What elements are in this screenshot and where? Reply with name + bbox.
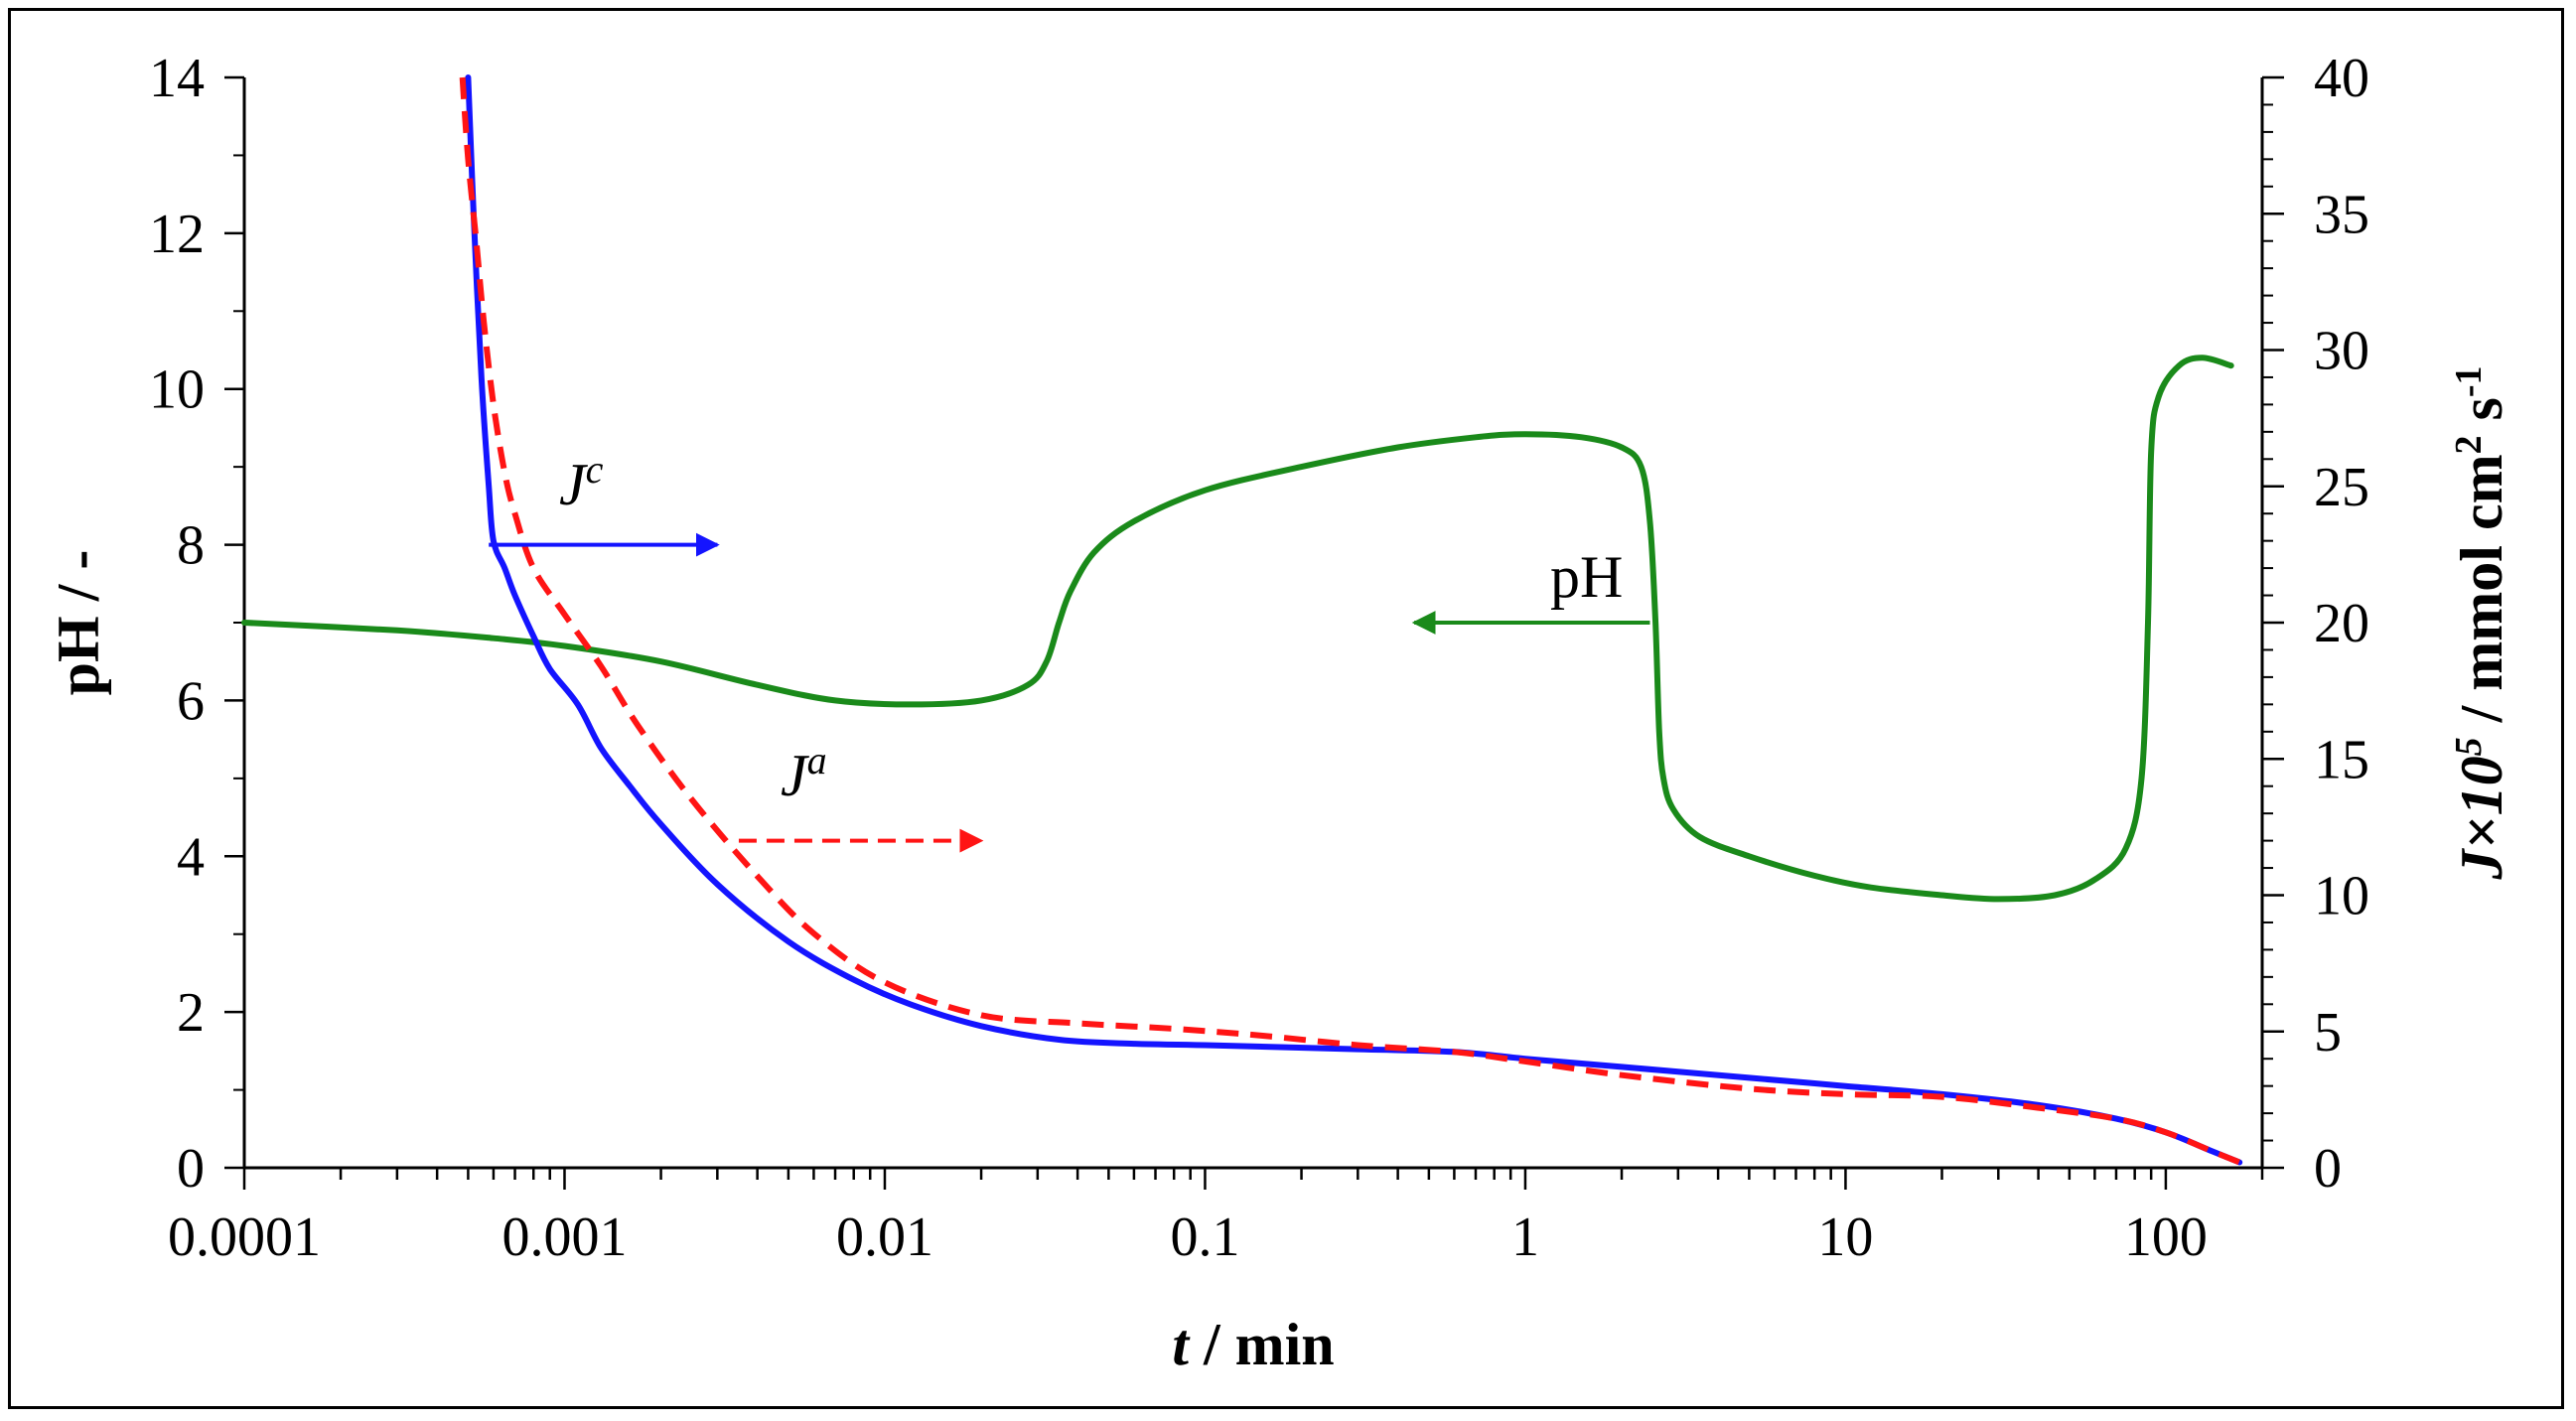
y-left-tick-label: 0 — [177, 1138, 205, 1200]
ph-label: pH — [1550, 544, 1623, 610]
y-right-tick-label: 40 — [2314, 48, 2369, 109]
y-right-tick-label: 15 — [2314, 729, 2369, 790]
ja-label: Ja — [781, 738, 827, 809]
y-right-tick-label: 5 — [2314, 1002, 2342, 1064]
x-tick-label: 0.0001 — [168, 1207, 321, 1268]
series-group — [241, 74, 2243, 1166]
x-tick-label: 0.1 — [1170, 1207, 1239, 1268]
ticks: 0.0001 0.001 0.01 0.1 1 10 100 0 2 4 6 8 10 12 14 0 5 10 1… — [149, 48, 2369, 1268]
y-right-axis-title: J×105 / mmol cm2 s-1 — [2448, 365, 2514, 880]
y-left-tick-label: 8 — [177, 515, 205, 577]
y-right-tick-label: 35 — [2314, 184, 2369, 245]
x-tick-label: 0.01 — [836, 1207, 933, 1268]
y-right-tick-label: 25 — [2314, 457, 2369, 518]
y-left-tick-label: 2 — [177, 982, 205, 1044]
chart: t / min pH / - J×105 / mmol cm2 s-1 0.0001… — [46, 48, 2514, 1377]
y-left-tick-label: 14 — [149, 48, 205, 109]
x-tick-label: 0.001 — [501, 1207, 627, 1268]
series-line-ja — [459, 76, 2241, 1166]
y-right-tick-label: 0 — [2314, 1138, 2342, 1200]
series-line-ph — [241, 355, 2234, 903]
chart-frame: t / min pH / - J×105 / mmol cm2 s-1 0.0001… — [8, 8, 2564, 1409]
y-left-tick-label: 12 — [149, 204, 205, 265]
jc-label: Jc — [559, 447, 604, 518]
x-tick-label: 100 — [2124, 1207, 2208, 1268]
x-tick-label: 1 — [1511, 1207, 1539, 1268]
x-tick-label: 10 — [1817, 1207, 1873, 1268]
y-left-tick-label: 6 — [177, 670, 205, 732]
annotations: Jc Ja pH — [489, 447, 1650, 853]
x-axis-title: t / min — [1172, 1312, 1334, 1377]
y-right-tick-label: 10 — [2314, 866, 2369, 927]
y-right-tick-label: 20 — [2314, 593, 2369, 654]
y-left-tick-label: 10 — [149, 359, 205, 421]
series-line-jc — [465, 74, 2243, 1166]
y-left-axis-title: pH / - — [46, 550, 111, 696]
y-right-tick-label: 30 — [2314, 321, 2369, 382]
y-left-tick-label: 4 — [177, 826, 205, 888]
axes: t / min pH / - J×105 / mmol cm2 s-1 — [46, 77, 2514, 1377]
